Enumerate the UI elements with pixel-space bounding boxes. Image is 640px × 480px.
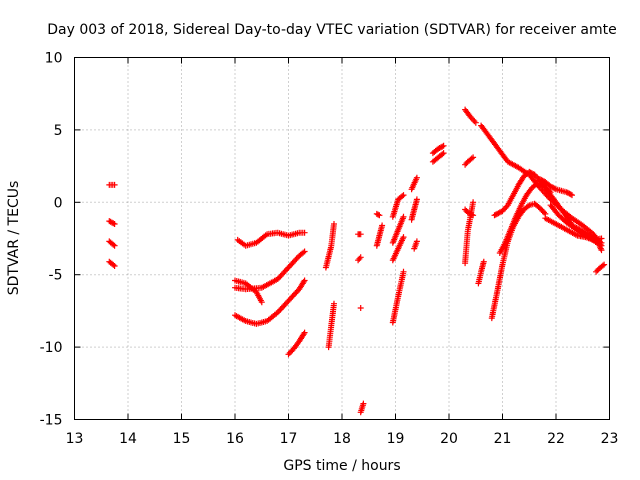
data-point-markers <box>373 222 386 249</box>
data-point-markers <box>462 154 477 168</box>
x-tick-label: 18 <box>333 431 351 447</box>
data-point-markers <box>106 258 118 269</box>
data-point-markers <box>408 174 420 193</box>
x-tick-label: 17 <box>280 431 298 447</box>
x-tick-label: 23 <box>601 431 619 447</box>
series-s8 <box>232 277 308 327</box>
x-tick-label: 15 <box>173 431 191 447</box>
data-point-markers <box>285 329 308 358</box>
data-point-markers <box>542 215 605 243</box>
series-s4 <box>106 258 118 269</box>
data-point-markers <box>106 181 118 188</box>
data-point-markers <box>355 231 364 238</box>
series-s5 <box>234 229 308 249</box>
series-s21 <box>389 268 407 326</box>
series-s10 <box>322 221 337 271</box>
y-tick-label: -5 <box>49 268 63 284</box>
data-point-markers <box>389 268 407 326</box>
data-point-markers <box>357 400 367 416</box>
series-s13 <box>355 254 364 264</box>
data-point-markers <box>462 199 477 267</box>
x-tick-label: 19 <box>387 431 405 447</box>
data-point-markers <box>488 200 549 322</box>
data-point-markers <box>429 150 447 165</box>
series-s20 <box>389 234 407 264</box>
data-point-markers <box>547 202 605 254</box>
data-point-markers <box>593 261 608 275</box>
data-point-markers <box>408 196 420 223</box>
data-point-markers <box>232 277 265 306</box>
series-s23 <box>408 196 420 223</box>
data-point-markers <box>355 254 364 264</box>
data-point-markers <box>325 300 337 351</box>
y-tick-label: 0 <box>54 195 63 211</box>
y-tick-label: -15 <box>40 413 63 429</box>
data-point-markers <box>491 168 538 219</box>
x-tick-label: 14 <box>119 431 137 447</box>
data-point-markers <box>462 106 479 126</box>
series-s19 <box>389 213 407 246</box>
series-s33 <box>491 168 538 219</box>
series-s31 <box>475 258 487 287</box>
x-tick-label: 20 <box>440 431 458 447</box>
series-s2 <box>106 218 118 227</box>
data-point-markers <box>232 248 308 293</box>
series-s15 <box>357 400 367 416</box>
series-s37 <box>488 200 549 322</box>
x-tick-label: 21 <box>494 431 512 447</box>
data-point-markers <box>106 238 118 249</box>
data-point-markers <box>373 210 383 219</box>
series-s16 <box>373 210 383 219</box>
series-s24 <box>411 238 420 252</box>
data-point-markers <box>429 142 447 157</box>
data-point-markers <box>322 221 337 271</box>
data-point-markers <box>234 229 308 249</box>
series-s36 <box>547 202 605 254</box>
series-s9 <box>285 329 308 358</box>
data-point-markers <box>389 192 407 220</box>
data-point-markers <box>536 176 575 199</box>
x-tick-label: 13 <box>66 431 84 447</box>
data-point-markers <box>411 238 420 252</box>
x-tick-label: 16 <box>226 431 244 447</box>
series-s27 <box>462 106 479 126</box>
series-s14 <box>357 305 364 311</box>
data-points <box>106 106 608 416</box>
y-axis-label: SDTVAR / TECUs <box>6 181 22 296</box>
y-tick-label: -10 <box>40 340 63 356</box>
chart-title: Day 003 of 2018, Sidereal Day-to-day VTE… <box>47 22 617 38</box>
data-point-markers <box>389 234 407 264</box>
series-s28 <box>462 154 477 168</box>
y-tick-label: 10 <box>45 51 63 67</box>
series-s6 <box>232 277 265 306</box>
x-axis-label: GPS time / hours <box>283 458 400 474</box>
series-s25 <box>429 150 447 165</box>
plot-frame <box>74 57 610 420</box>
tick-labels: 13 14 15 16 17 18 19 20 21 22 23 -15 -10 -5 0 5 10 <box>40 51 619 448</box>
x-tick-label: 22 <box>547 431 565 447</box>
series-s11 <box>325 300 337 351</box>
data-point-markers <box>475 258 487 287</box>
y-tick-label: 5 <box>54 123 63 139</box>
data-point-markers <box>357 305 364 311</box>
series-s1 <box>106 181 118 188</box>
series-s7 <box>232 248 308 293</box>
series-s26 <box>429 142 447 157</box>
data-point-markers <box>232 277 308 327</box>
data-point-markers <box>106 218 118 227</box>
series-s17 <box>373 222 386 249</box>
series-s12 <box>355 231 364 238</box>
series-s40 <box>593 261 608 275</box>
data-point-markers <box>389 213 407 246</box>
grid-lines <box>74 57 610 420</box>
series-s30 <box>462 199 477 267</box>
series-s38 <box>542 215 605 243</box>
series-s22 <box>408 174 420 193</box>
series-s3 <box>106 238 118 249</box>
series-s39 <box>536 176 575 199</box>
series-s18 <box>389 192 407 220</box>
